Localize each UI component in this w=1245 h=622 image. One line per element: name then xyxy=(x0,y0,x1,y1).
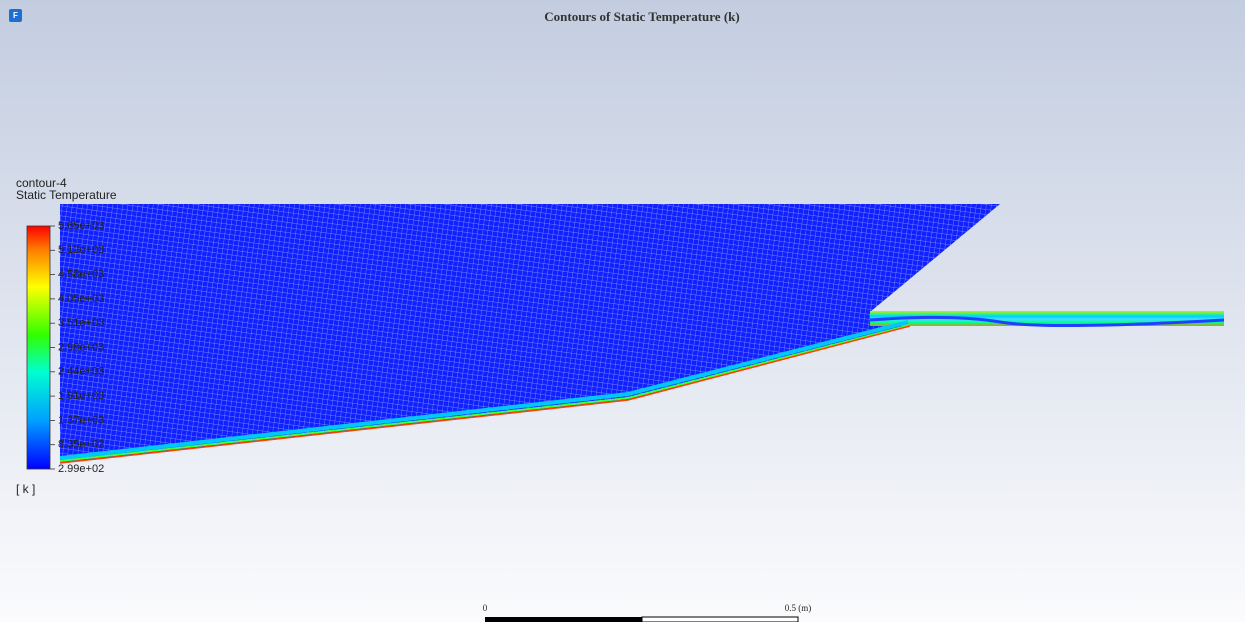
app-icon xyxy=(9,9,22,22)
colorbar-label: 2.99e+02 xyxy=(58,463,104,475)
colorbar-label: 1.91e+03 xyxy=(58,390,104,402)
colorbar-label: 8.35e+02 xyxy=(58,439,104,451)
boundary-layer xyxy=(59,325,911,464)
colorbar-label: 3.51e+03 xyxy=(58,317,104,329)
scale-start: 0 xyxy=(483,603,488,613)
colorbar-label: 2.98e+03 xyxy=(58,341,104,353)
colorbar-label: 1.37e+03 xyxy=(58,414,104,426)
legend-quantity: Static Temperature xyxy=(16,188,117,202)
legend-unit: [ k ] xyxy=(16,482,35,496)
colorbar-label: 4.05e+03 xyxy=(58,293,104,305)
app-icon-label: F xyxy=(13,11,18,20)
boundary-layer xyxy=(59,324,911,462)
window-title: Contours of Static Temperature (k) xyxy=(544,9,739,24)
colorbar-label: 2.44e+03 xyxy=(58,366,104,378)
boundary-layer xyxy=(59,320,909,460)
nozzle-core xyxy=(869,315,1225,328)
colorbar xyxy=(26,225,51,470)
mesh-domain xyxy=(60,204,1000,463)
scale-bar-black xyxy=(485,617,642,622)
scale-end: 0.5 (m) xyxy=(785,603,812,613)
legend-name: contour-4 xyxy=(16,176,67,190)
scale-bar-white xyxy=(641,616,799,622)
nozzle-contour xyxy=(870,311,1224,326)
colorbar-label: 5.65e+03 xyxy=(58,220,104,232)
colorbar-label: 5.12e+03 xyxy=(58,244,104,256)
colorbar-label: 4.58e+03 xyxy=(58,269,104,281)
